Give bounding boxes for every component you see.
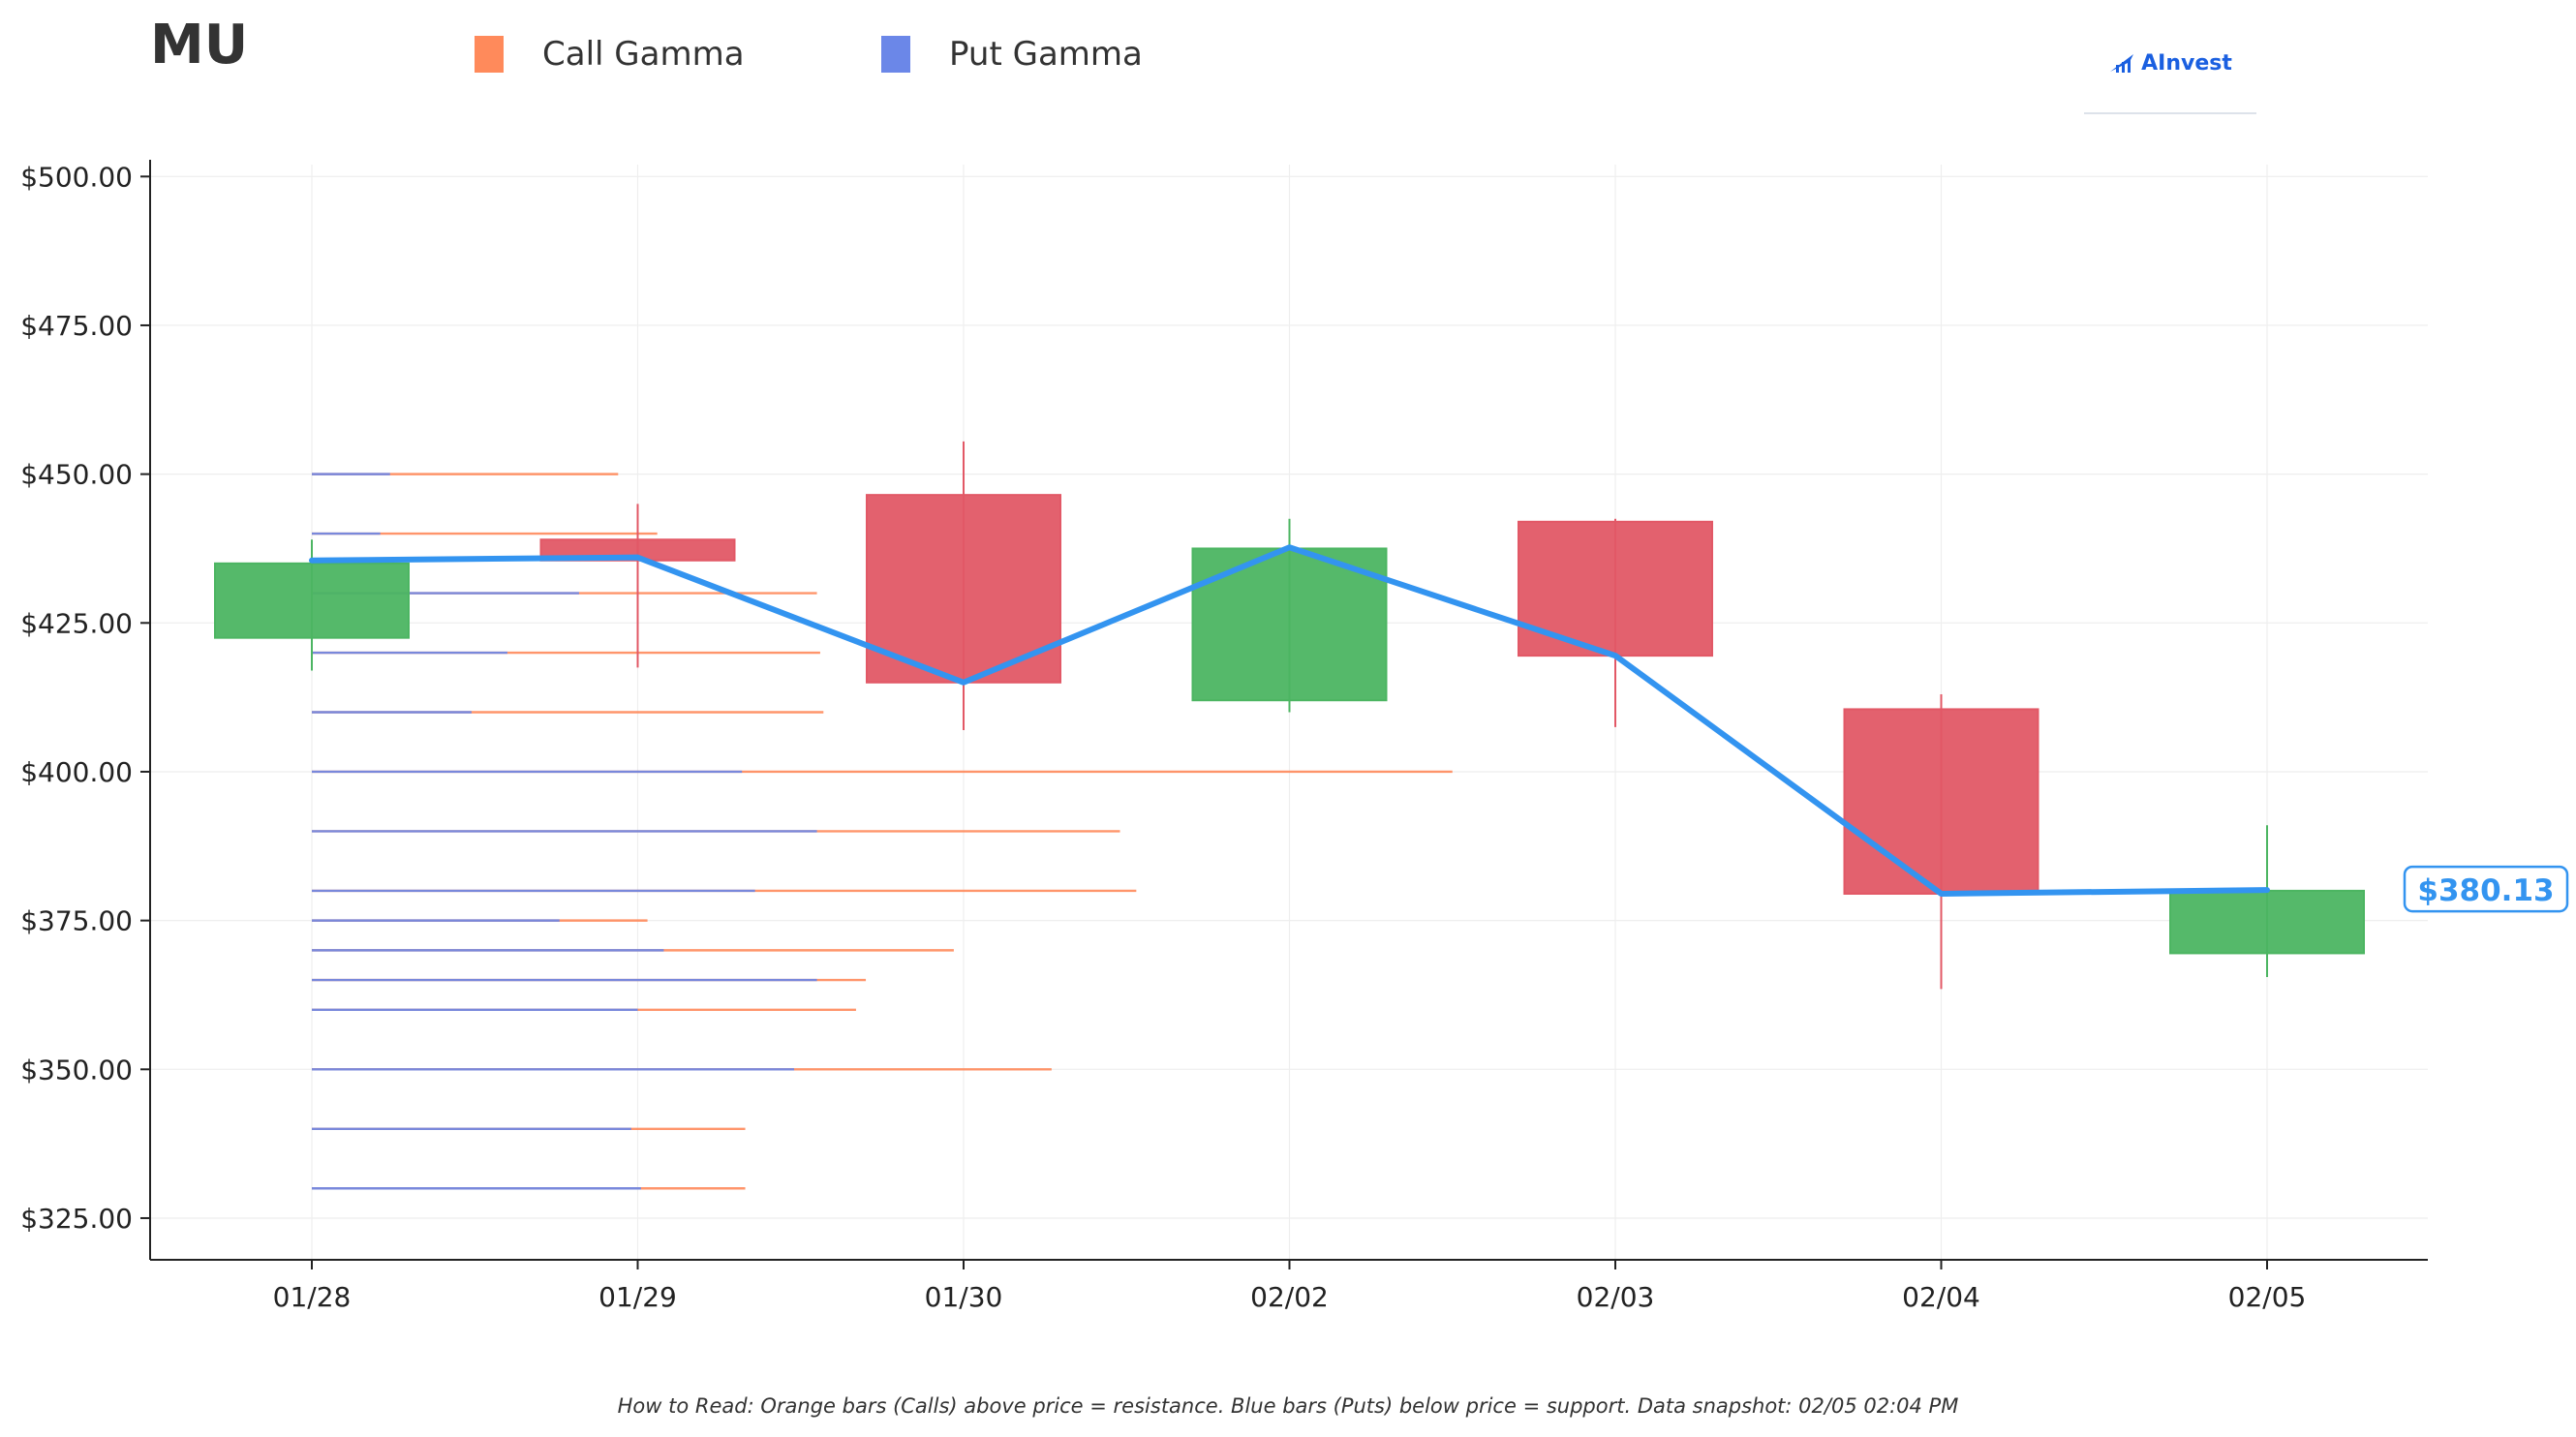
candle-body [214,562,410,639]
x-tick-label: 02/04 [1902,1281,1980,1313]
y-tick-label: $475.00 [20,310,133,342]
brand-logo: AInvest [2084,46,2256,114]
y-tick-label: $450.00 [20,459,133,491]
ticker-title: MU [150,14,249,76]
x-tick-label: 01/30 [925,1281,1003,1313]
legend-label-call-gamma: Call Gamma [542,35,745,74]
current-price-label: $380.13 [2417,873,2554,908]
footer-note: How to Read: Orange bars (Calls) above p… [617,1394,1959,1418]
candle-body [2169,889,2365,955]
x-tick-label: 01/29 [598,1281,677,1313]
candlestick-plot: $380.13 $325.00 $350.00 $375.00 $400.00 $425.… [20,160,2569,1313]
legend-label-put-gamma: Put Gamma [949,35,1143,74]
y-tick-label: $375.00 [20,905,133,937]
y-tick-label: $500.00 [20,161,133,193]
y-tick-label: $425.00 [20,607,133,639]
x-tick-label: 02/03 [1577,1281,1655,1313]
y-tick-label: $350.00 [20,1054,133,1085]
current-price-badge [2403,865,2569,913]
brand-name: AInvest [2141,51,2232,76]
x-tick-label: 01/28 [273,1281,352,1313]
y-tick-label: $400.00 [20,756,133,788]
candle-body [1843,708,2039,895]
x-tick-label: 02/05 [2228,1281,2307,1313]
call-gamma-swatch [475,36,504,73]
candle-body [866,494,1061,684]
price-line [309,544,2270,897]
legend-item-put-gamma: Put Gamma [881,35,1143,74]
brand-chart-icon [2110,54,2134,73]
legend-item-call-gamma: Call Gamma [475,35,745,74]
x-tick-label: 02/02 [1250,1281,1329,1313]
put-gamma-swatch [881,36,910,73]
y-tick-label: $325.00 [20,1203,133,1235]
